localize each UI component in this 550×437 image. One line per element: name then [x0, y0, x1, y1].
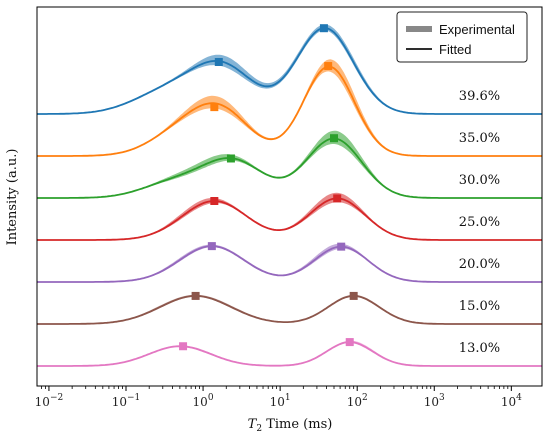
- series-3: 25.0%: [37, 192, 542, 241]
- x-ticks: 10−2 10−1 100 101 102 103 104: [35, 386, 522, 409]
- x-axis-title-symbol: T: [248, 417, 258, 432]
- x-tick-label-2: 100: [193, 393, 214, 409]
- x-tick-label-5: 103: [424, 393, 445, 409]
- series-line-4: [37, 245, 542, 283]
- x-tick-label-4: 102: [347, 393, 368, 409]
- series-label-1: 35.0%: [459, 131, 500, 146]
- peak-marker-1-1: [324, 62, 333, 71]
- series-label-5: 15.0%: [459, 299, 500, 314]
- axes-layer: [36, 6, 543, 387]
- peak-marker-6-0: [179, 342, 188, 351]
- peak-marker-2-1: [330, 134, 339, 143]
- legend: Experimental Fitted: [396, 11, 528, 63]
- x-axis-title: T2 Time (ms): [248, 417, 333, 434]
- series-line-1: [37, 65, 542, 157]
- series-layer: 39.6% 35.0% 30.0% 25.0% 20.0% 15.0% 13.0%: [37, 24, 542, 367]
- series-line-3: [37, 197, 542, 241]
- legend-fitted-label: Fitted: [439, 42, 472, 57]
- plot-frame: [36, 6, 543, 387]
- peak-marker-5-0: [191, 291, 200, 300]
- peak-marker-3-1: [333, 194, 342, 203]
- series-label-2: 30.0%: [459, 173, 500, 188]
- series-line-5: [37, 294, 542, 325]
- peak-marker-4-1: [337, 242, 346, 251]
- peak-marker-1-0: [210, 103, 219, 112]
- series-label-0: 39.6%: [459, 89, 500, 104]
- x-tick-label-1: 10−1: [112, 393, 141, 409]
- peak-marker-2-0: [226, 154, 235, 163]
- series-line-0: [37, 27, 542, 115]
- series-line-2: [37, 137, 542, 199]
- series-label-3: 25.0%: [459, 215, 500, 230]
- series-0: 39.6%: [37, 24, 542, 115]
- x-tick-label-6: 104: [501, 393, 522, 409]
- x-tick-label-0: 10−2: [35, 393, 64, 409]
- series-6: 13.0%: [37, 338, 542, 367]
- series-5: 15.0%: [37, 291, 542, 325]
- peak-marker-0-1: [319, 24, 328, 33]
- x-tick-label-3: 101: [270, 393, 291, 409]
- peak-marker-6-1: [345, 338, 354, 347]
- peak-marker-5-1: [349, 291, 358, 300]
- series-1: 35.0%: [37, 59, 542, 157]
- series-2: 30.0%: [37, 130, 542, 199]
- series-4: 20.0%: [37, 242, 542, 283]
- x-axis-title-subscript: 2: [256, 424, 262, 434]
- series-line-6: [37, 341, 542, 367]
- peak-marker-3-0: [210, 197, 219, 205]
- series-label-6: 13.0%: [459, 341, 500, 356]
- y-axis-title: Intensity (a.u.): [5, 149, 20, 246]
- peak-marker-4-0: [207, 242, 216, 251]
- peak-marker-0-0: [214, 58, 223, 66]
- x-axis-title-text: Time (ms): [262, 417, 332, 432]
- legend-experimental-label: Experimental: [439, 22, 515, 37]
- series-label-4: 20.0%: [459, 257, 500, 272]
